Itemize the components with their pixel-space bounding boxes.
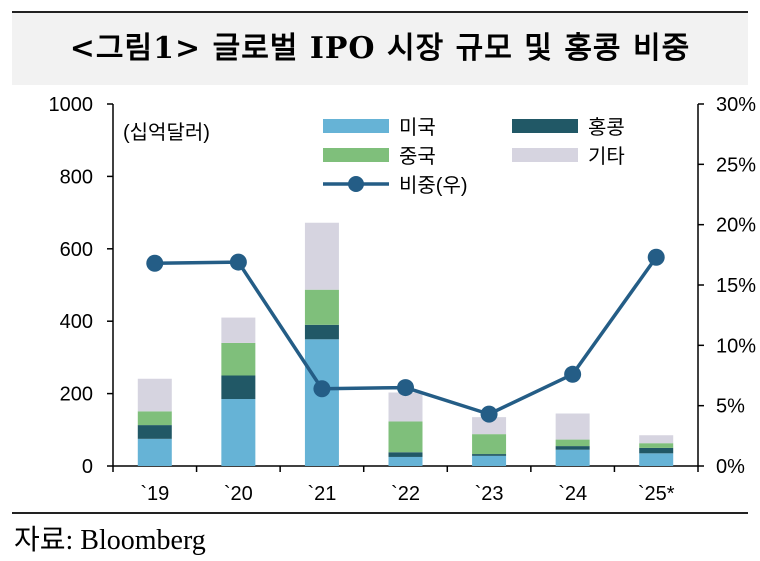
share-point — [564, 365, 582, 383]
bar-segment — [221, 342, 256, 376]
y-tick-label: 800 — [60, 166, 93, 188]
title-bar: <그림1> 글로벌 IPO 시장 규모 및 홍콩 비중 — [12, 11, 748, 85]
bar-segment — [639, 443, 674, 448]
bar-segment — [639, 453, 674, 466]
x-tick-label: `20 — [224, 483, 253, 505]
unit-label: (십억달러) — [123, 121, 210, 144]
chart-area: 0 200 400 600 800 1000 0% 5% 10% 15% 20% 25% 30% `19 `… — [0, 84, 760, 512]
x-tick-label: `25* — [638, 483, 675, 505]
legend-label: 미국 — [399, 116, 436, 139]
legend-label: 홍콩 — [588, 116, 625, 139]
bar-segment — [555, 449, 590, 466]
bar-segment — [388, 452, 423, 457]
y2-tick-label: 10% — [716, 335, 756, 357]
bar-segment — [472, 454, 507, 456]
bar-segment — [304, 324, 339, 340]
share-point — [146, 254, 164, 272]
bar-segment — [472, 417, 507, 435]
bar-segment — [221, 317, 256, 343]
y2-tick-label: 25% — [716, 154, 756, 176]
y2-tick-label: 20% — [716, 215, 756, 237]
x-tick-label: `24 — [558, 483, 587, 505]
footer-divider — [12, 512, 748, 514]
x-tick-label: `21 — [307, 483, 336, 505]
y-tick-label: 200 — [60, 384, 93, 406]
share-point — [647, 248, 665, 266]
bar-segment — [388, 392, 423, 422]
share-point — [313, 380, 331, 398]
y2-tick-label: 15% — [716, 275, 756, 297]
bar-segment — [221, 399, 256, 466]
bar-segment — [137, 438, 172, 466]
x-tick-label: `23 — [475, 483, 504, 505]
y-tick-label: 600 — [60, 239, 93, 261]
legend-swatch — [323, 148, 389, 162]
y2-tick-label: 0% — [716, 456, 745, 478]
bar-segment — [137, 411, 172, 426]
bar-segment — [137, 378, 172, 412]
bar-segment — [304, 289, 339, 325]
y2-tick-label: 5% — [716, 396, 745, 418]
bar-segment — [304, 339, 339, 466]
y-tick-label: 0 — [82, 456, 93, 478]
y-tick-label: 1000 — [49, 94, 94, 116]
x-tick-label: `22 — [391, 483, 420, 505]
y-tick-label: 400 — [60, 311, 93, 333]
share-point — [229, 253, 247, 271]
share-point — [480, 405, 498, 423]
legend-label: 중국 — [399, 146, 436, 168]
legend-swatch — [323, 119, 389, 133]
chart-title: <그림1> 글로벌 IPO 시장 규모 및 홍콩 비중 — [69, 31, 691, 66]
bar-segment — [388, 456, 423, 466]
ipo-chart: 0 200 400 600 800 1000 0% 5% 10% 15% 20% 25% 30% `19 `… — [49, 94, 757, 505]
bar-segment — [555, 446, 590, 450]
bar-segment — [221, 375, 256, 400]
legend-swatch — [512, 148, 578, 162]
bar-segment — [555, 439, 590, 447]
legend-swatch — [512, 119, 578, 133]
bar-segment — [388, 421, 423, 453]
bar-segment — [555, 413, 590, 440]
legend-label: 기타 — [588, 145, 625, 168]
share-point — [397, 379, 414, 397]
legend-marker — [348, 176, 364, 192]
legend-label: 비중(우) — [399, 174, 468, 197]
bar-segment — [137, 425, 172, 439]
source-note: 자료: Bloomberg — [14, 525, 206, 556]
bar-segment — [639, 447, 674, 454]
x-tick-label: `19 — [140, 483, 169, 505]
bar-segment — [472, 434, 507, 455]
bar-segment — [639, 435, 674, 444]
bar-segment — [472, 455, 507, 466]
bar-segment — [304, 222, 339, 290]
y2-tick-label: 30% — [716, 94, 756, 116]
